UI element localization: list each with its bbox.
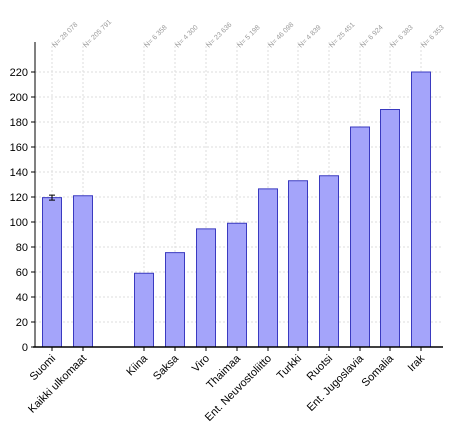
category-label: Saksa (151, 352, 182, 383)
bar-4 (196, 228, 216, 348)
n-label: N= 205 791 (82, 19, 113, 50)
y-tick-label: 0 (22, 342, 28, 354)
category-label: Irak (406, 352, 428, 374)
n-label: N= 6 353 (420, 24, 445, 49)
bar-1 (73, 195, 93, 348)
y-tick-label: 40 (16, 292, 28, 304)
bars (42, 71, 431, 348)
bar-0 (42, 197, 62, 348)
n-label: N= 25 451 (328, 21, 356, 49)
bar-7 (288, 180, 308, 348)
n-label: N= 6 358 (143, 24, 168, 49)
y-tick-label: 100 (10, 217, 28, 229)
bar-2 (134, 272, 154, 348)
y-tick-label: 180 (10, 117, 28, 129)
y-tick-label: 20 (16, 317, 28, 329)
category-label: Viro (190, 353, 212, 375)
y-tick-label: 220 (10, 67, 28, 79)
category-label: Kaikki ulkomaat (26, 353, 89, 416)
y-tick-label: 200 (10, 92, 28, 104)
n-label: N= 6 383 (389, 24, 414, 49)
bar-6 (258, 188, 278, 348)
bar-8 (319, 175, 339, 348)
n-label: N= 46 098 (267, 21, 295, 49)
bar-5 (227, 222, 247, 348)
n-label: N= 4 300 (174, 24, 199, 49)
bar-11 (411, 71, 431, 348)
bar-10 (380, 109, 400, 348)
category-label: Turkki (275, 353, 304, 382)
bar-9 (350, 126, 370, 348)
bar-3 (165, 252, 185, 348)
n-label: N= 5 198 (236, 24, 261, 49)
n-label: N= 23 636 (205, 21, 233, 49)
y-tick-label: 60 (16, 267, 28, 279)
y-tick-label: 140 (10, 167, 28, 179)
axes (31, 42, 443, 351)
n-label: N= 6 924 (359, 24, 384, 49)
category-label: Somalia (360, 352, 397, 389)
category-label: Kiina (124, 352, 150, 378)
n-label: N= 4 839 (297, 24, 322, 49)
y-tick-label: 120 (10, 192, 28, 204)
category-label: Ent. Jugoslavia (305, 352, 367, 414)
n-label: N= 28 078 (51, 21, 79, 49)
y-tick-label: 160 (10, 142, 28, 154)
y-tick-label: 80 (16, 242, 28, 254)
